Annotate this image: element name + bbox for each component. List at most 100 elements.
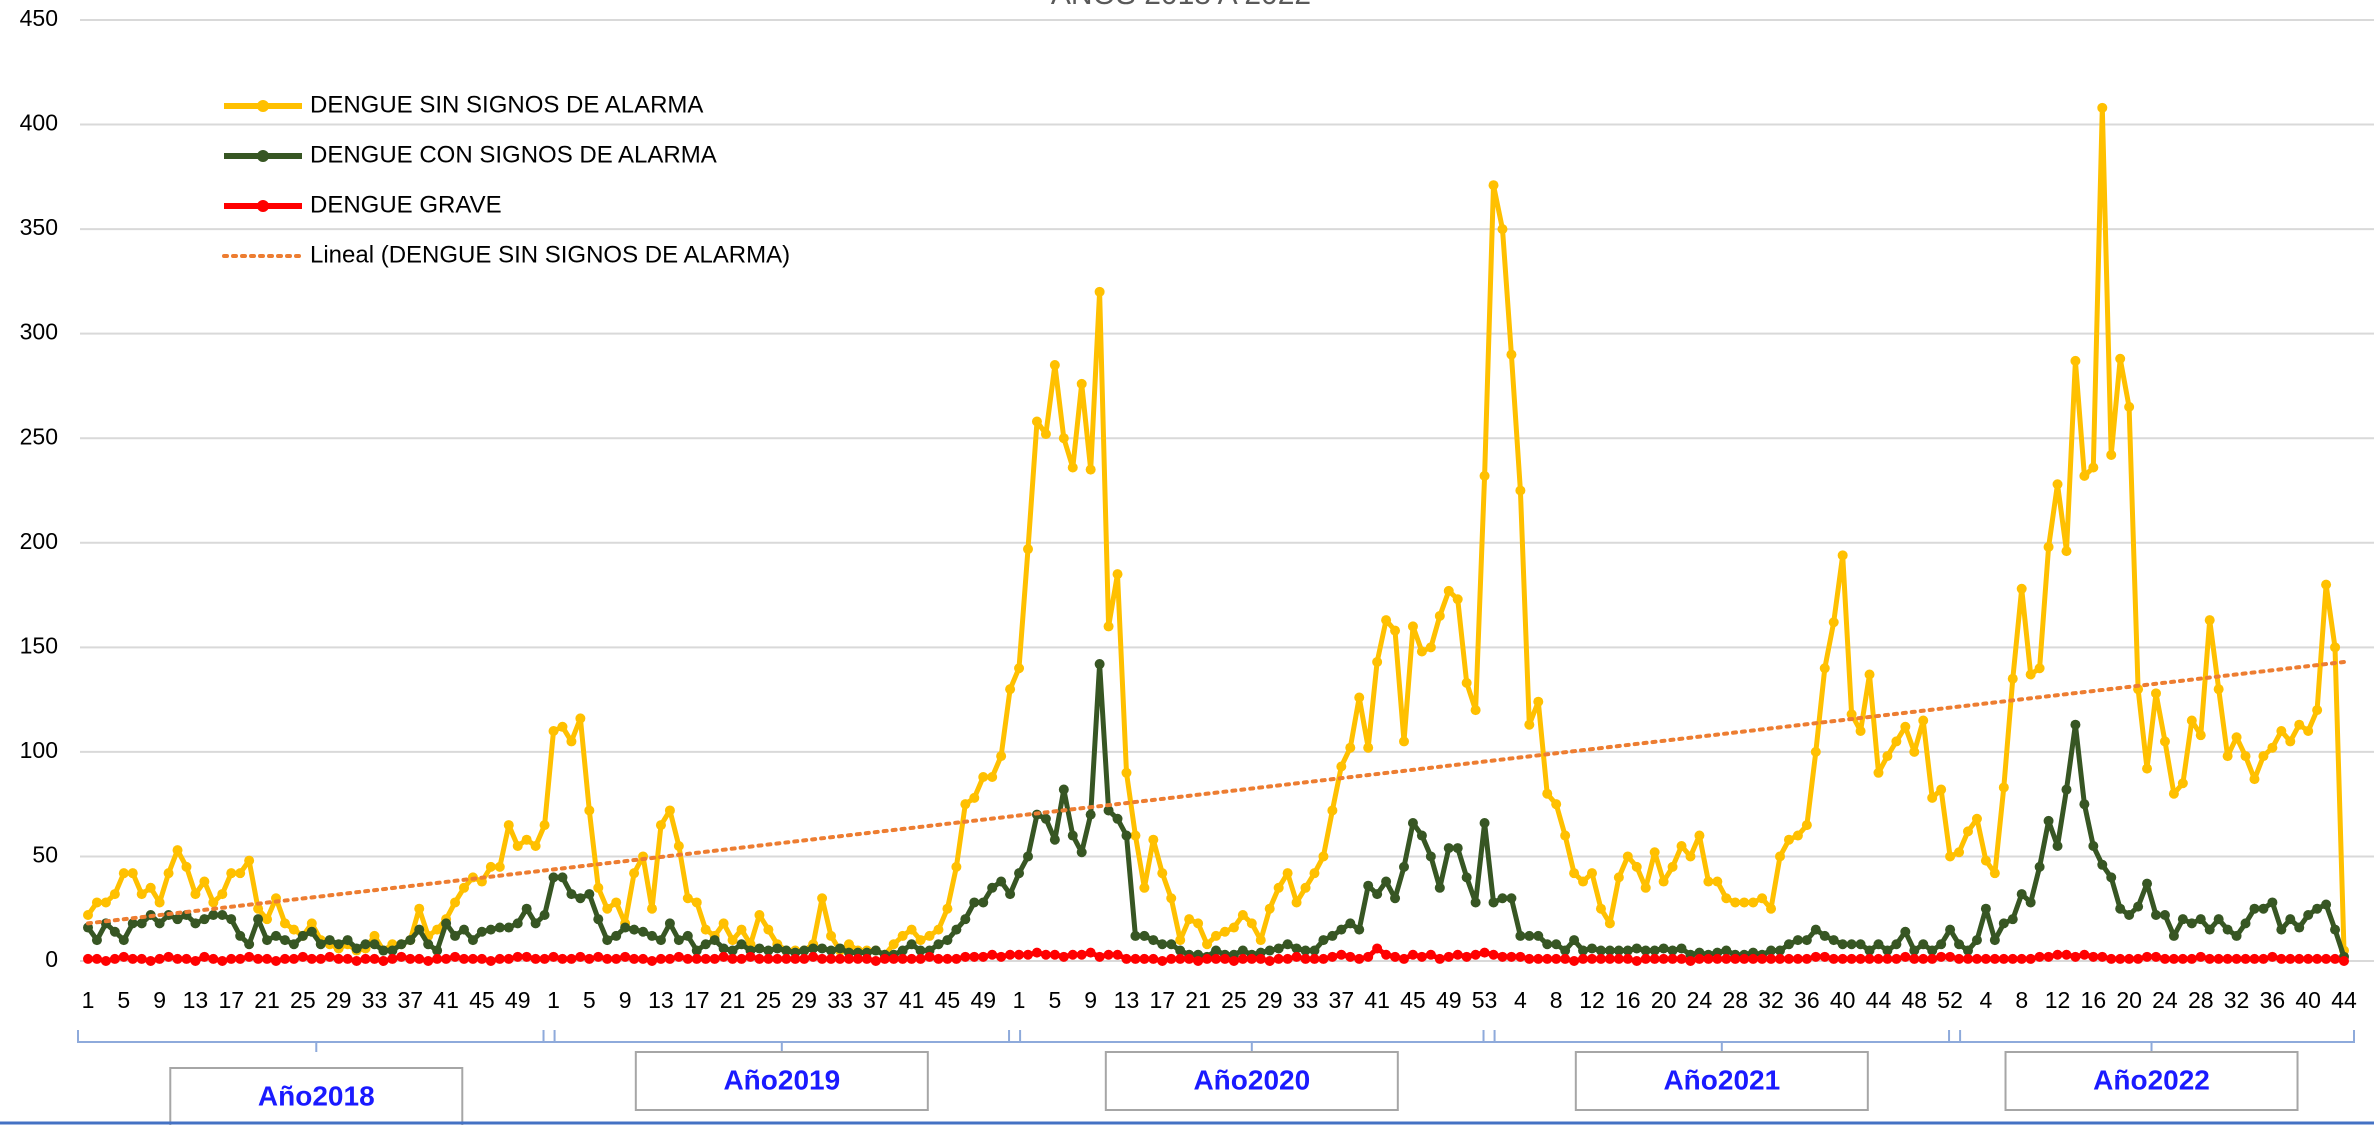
point <box>1291 951 1302 962</box>
point <box>1998 918 2009 929</box>
point <box>2240 751 2251 762</box>
point <box>2007 953 2018 964</box>
point <box>1067 462 1078 473</box>
point <box>333 953 344 964</box>
point <box>718 951 729 962</box>
point <box>512 840 523 851</box>
point <box>611 897 622 908</box>
point <box>1005 889 1016 900</box>
point <box>602 903 613 914</box>
point <box>2222 751 2233 762</box>
point <box>494 953 505 964</box>
point <box>1560 953 1571 964</box>
point <box>1631 861 1642 872</box>
point <box>288 924 299 935</box>
point <box>1497 893 1508 904</box>
point <box>575 951 586 962</box>
point <box>593 951 604 962</box>
legend-label: DENGUE GRAVE <box>310 191 502 218</box>
group-bracket <box>1008 1030 1496 1052</box>
point <box>109 889 120 900</box>
group-bracket <box>1948 1030 2355 1052</box>
point <box>288 939 299 950</box>
x-tick-label: 21 <box>1185 987 1211 1013</box>
point <box>1354 692 1365 703</box>
x-tick-label: 44 <box>2331 987 2357 1013</box>
point <box>1900 951 1911 962</box>
point <box>933 953 944 964</box>
point <box>2070 355 2081 366</box>
point <box>1578 945 1589 956</box>
point <box>951 953 962 964</box>
point <box>414 953 425 964</box>
chart-title: AÑOS 2018 A 2022 <box>1051 0 1311 11</box>
point <box>1604 918 1615 929</box>
point <box>593 882 604 893</box>
point <box>2312 953 2323 964</box>
point <box>2025 669 2036 680</box>
point <box>2097 102 2108 113</box>
x-tick-label: 36 <box>1794 987 1820 1013</box>
point <box>2258 903 2269 914</box>
point <box>1488 180 1499 191</box>
point <box>1936 939 1947 950</box>
point <box>369 930 380 941</box>
point <box>1909 953 1920 964</box>
point <box>1891 736 1902 747</box>
point <box>1452 843 1463 854</box>
point <box>638 926 649 937</box>
point <box>790 953 801 964</box>
point <box>118 868 129 879</box>
point <box>521 834 532 845</box>
point <box>1613 872 1624 883</box>
point <box>1873 953 1884 964</box>
point <box>1980 953 1991 964</box>
point <box>1792 953 1803 964</box>
x-tick-label: 16 <box>1615 987 1641 1013</box>
point <box>2115 953 2126 964</box>
point <box>1318 935 1329 946</box>
point <box>1264 945 1275 956</box>
point <box>2249 774 2260 785</box>
point <box>1640 882 1651 893</box>
point <box>1989 868 2000 879</box>
point <box>109 953 120 964</box>
point <box>154 918 165 929</box>
point <box>808 943 819 954</box>
point <box>942 903 953 914</box>
point <box>1434 882 1445 893</box>
point <box>1076 847 1087 858</box>
x-tick-label: 28 <box>2188 987 2214 1013</box>
point <box>826 945 837 956</box>
point <box>1175 945 1186 956</box>
point <box>1837 953 1848 964</box>
x-tick-label: 20 <box>2116 987 2142 1013</box>
point <box>1757 893 1768 904</box>
point <box>1416 830 1427 841</box>
point <box>1336 949 1347 960</box>
point <box>396 939 407 950</box>
point <box>2097 859 2108 870</box>
point <box>1542 953 1553 964</box>
point <box>2007 673 2018 684</box>
x-tick-label: 1 <box>547 987 560 1013</box>
point <box>1211 945 1221 956</box>
point <box>2195 914 2206 925</box>
point <box>799 953 810 964</box>
point <box>1318 953 1329 964</box>
point <box>1390 893 1401 904</box>
x-tick-label: 5 <box>583 987 596 1013</box>
point <box>1434 953 1445 964</box>
x-tick-label: 13 <box>648 987 674 1013</box>
point <box>1918 939 1929 950</box>
x-tick-label: 12 <box>1579 987 1605 1013</box>
point <box>467 935 478 946</box>
x-tick-label: 29 <box>791 987 817 1013</box>
point <box>1291 897 1302 908</box>
point <box>1139 882 1150 893</box>
point <box>1551 799 1562 810</box>
point <box>297 951 308 962</box>
point <box>718 918 729 929</box>
point <box>1479 817 1490 828</box>
